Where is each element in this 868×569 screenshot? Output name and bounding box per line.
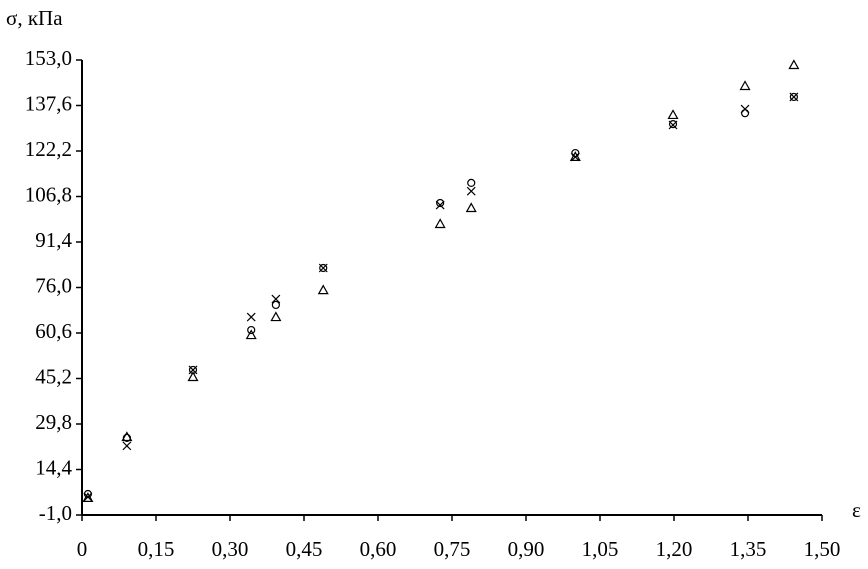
- y-tick-label: 29,8: [35, 410, 72, 434]
- y-tick-label: 106,8: [25, 182, 72, 206]
- point: [570, 152, 580, 162]
- point: [436, 198, 445, 208]
- point: [122, 441, 132, 451]
- point: [271, 300, 280, 310]
- point: [270, 311, 282, 322]
- point: [465, 202, 477, 213]
- x-tick-label: 0,45: [286, 537, 323, 561]
- x-tick-label: 0,90: [508, 537, 545, 561]
- point: [245, 329, 257, 340]
- x-axis-label: ε: [852, 498, 861, 522]
- point: [246, 312, 256, 322]
- point: [789, 92, 799, 102]
- point: [187, 371, 199, 382]
- point: [466, 186, 476, 196]
- point: [271, 294, 281, 304]
- point: [668, 120, 678, 130]
- x-tick-label: 0,60: [360, 537, 397, 561]
- point: [467, 178, 476, 188]
- y-tick-label: 122,2: [25, 137, 72, 161]
- y-tick-label: 45,2: [35, 364, 72, 388]
- y-tick-label: 14,4: [35, 455, 72, 479]
- point: [121, 431, 133, 442]
- point: [739, 80, 751, 91]
- y-tick-label: 91,4: [35, 228, 72, 252]
- point: [668, 120, 678, 129]
- x-tick-label: 1,35: [730, 537, 767, 561]
- point: [434, 218, 446, 229]
- point: [740, 104, 750, 114]
- x-tick-label: 0,30: [212, 537, 249, 561]
- point: [247, 325, 256, 335]
- point: [789, 92, 798, 102]
- point: [188, 365, 198, 375]
- y-tick-label: 76,0: [35, 273, 72, 297]
- y-tick-label: 60,6: [35, 319, 72, 343]
- x-tick-label: 1,20: [656, 537, 693, 561]
- y-tick-label: 153,0: [25, 46, 72, 70]
- point: [435, 200, 445, 210]
- point: [82, 492, 94, 502]
- x-tick-label: 1,05: [582, 537, 619, 561]
- point: [318, 263, 328, 273]
- x-tick-label: 0,15: [138, 537, 175, 561]
- x-tick-label: 1,50: [804, 537, 841, 561]
- y-tick-label: -1,0: [39, 501, 72, 525]
- y-tick-label: 137,6: [25, 91, 72, 115]
- point: [667, 109, 679, 120]
- point: [788, 59, 800, 70]
- x-tick-label: 0: [77, 537, 88, 561]
- point: [317, 284, 329, 295]
- point: [569, 151, 581, 162]
- point: [83, 492, 93, 502]
- y-axis-label: σ, кПа: [6, 6, 63, 30]
- point: [319, 263, 328, 273]
- x-tick-label: 0,75: [434, 537, 471, 561]
